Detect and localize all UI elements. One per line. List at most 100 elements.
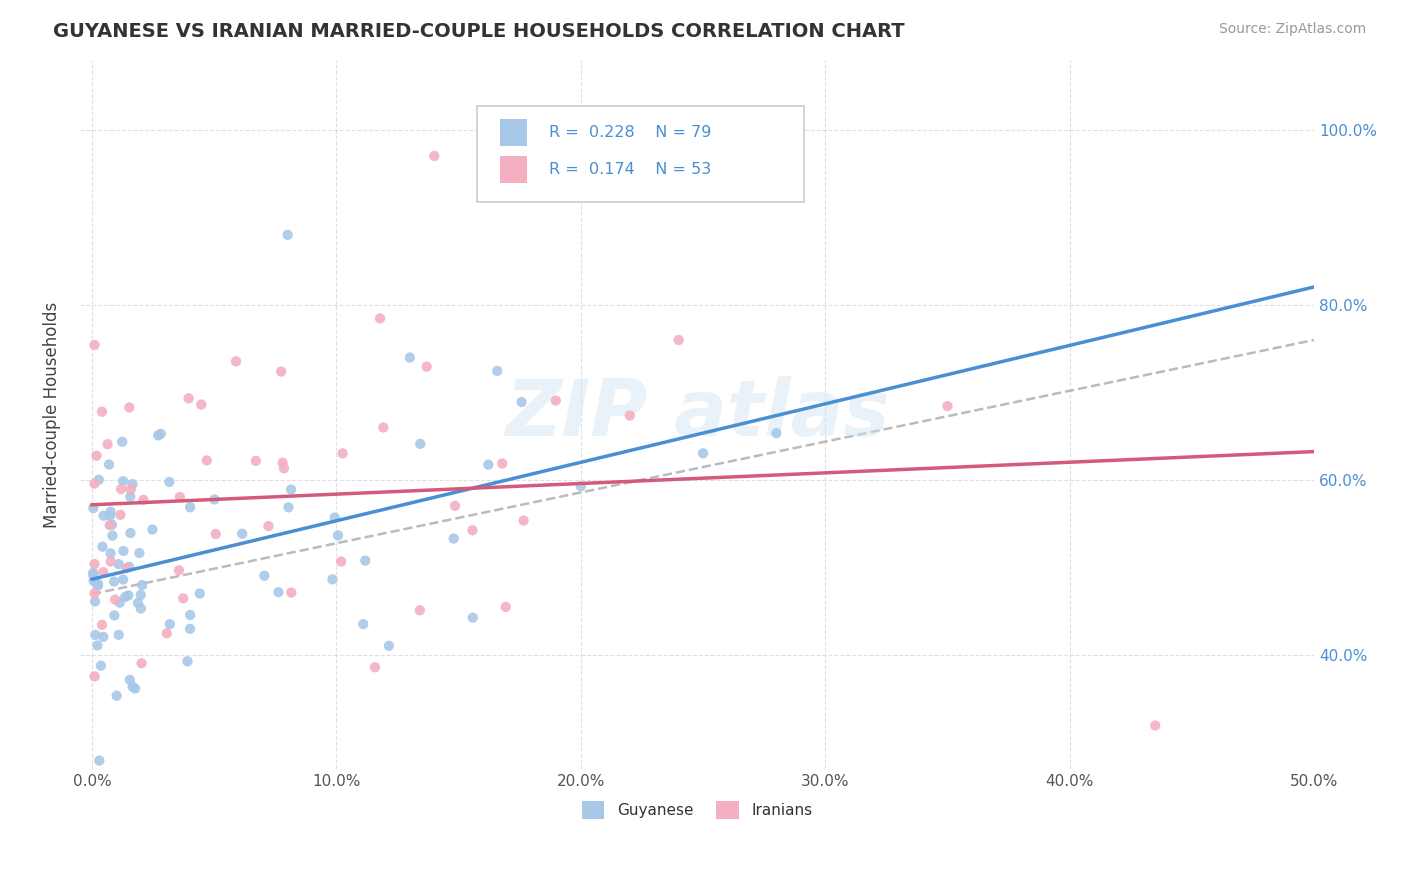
Point (491, 457, 513, 471)
Point (280, 585, 302, 599)
Point (326, 528, 349, 542)
Point (280, 483, 302, 497)
Point (84, 628, 107, 642)
Point (179, 607, 201, 622)
Point (83, 338, 105, 352)
Point (120, 526, 142, 541)
Point (91, 630, 114, 644)
Point (91, 565, 114, 579)
Point (100, 554, 122, 568)
Point (121, 477, 143, 491)
Point (118, 673, 141, 687)
Point (128, 546, 150, 560)
Point (619, 409, 641, 423)
Point (156, 626, 179, 640)
Point (86, 449, 108, 463)
Point (91, 618, 114, 632)
Point (323, 510, 346, 524)
Point (100, 546, 122, 560)
Point (148, 428, 170, 442)
Point (257, 519, 280, 533)
Point (103, 608, 125, 623)
Point (495, 599, 517, 614)
Point (368, 311, 391, 326)
Point (91, 405, 114, 419)
Point (195, 453, 218, 467)
Point (108, 596, 131, 610)
Text: R =  0.174    N = 53: R = 0.174 N = 53 (548, 162, 711, 178)
Point (100, 505, 122, 519)
Point (409, 603, 432, 617)
Point (83, 669, 105, 683)
Point (127, 596, 149, 610)
Point (461, 610, 484, 624)
Point (267, 585, 290, 599)
Text: R =  0.228    N = 79: R = 0.228 N = 79 (548, 125, 711, 140)
Point (110, 508, 132, 522)
Point (124, 681, 146, 696)
Point (443, 532, 465, 546)
Point (179, 622, 201, 636)
FancyBboxPatch shape (477, 106, 804, 202)
Point (107, 628, 129, 642)
Point (270, 365, 292, 379)
Point (115, 561, 138, 575)
Point (569, 479, 592, 493)
Point (112, 573, 135, 587)
Point (86, 639, 108, 653)
Point (169, 490, 191, 504)
Point (332, 446, 354, 460)
Point (179, 500, 201, 515)
FancyBboxPatch shape (499, 120, 527, 146)
Point (177, 392, 200, 406)
Point (204, 527, 226, 541)
Point (253, 568, 276, 582)
Point (117, 589, 139, 603)
Point (176, 654, 198, 668)
Point (132, 492, 155, 507)
Point (107, 557, 129, 571)
Point (89, 754, 111, 768)
Point (111, 434, 134, 449)
Point (84, 594, 107, 608)
Point (149, 426, 172, 441)
FancyBboxPatch shape (499, 156, 527, 183)
Point (544, 393, 567, 408)
Point (141, 523, 163, 537)
Point (378, 639, 401, 653)
Point (91, 540, 114, 554)
Point (83, 574, 105, 588)
Point (188, 586, 211, 600)
Point (110, 482, 132, 496)
Point (131, 657, 153, 671)
Point (167, 563, 190, 577)
Point (118, 401, 141, 415)
Point (96, 437, 118, 451)
Point (157, 475, 180, 489)
Point (225, 354, 247, 368)
Point (82, 566, 104, 580)
Point (159, 617, 181, 632)
Point (936, 399, 959, 413)
Point (98, 458, 121, 472)
Point (692, 446, 714, 460)
Point (273, 461, 295, 475)
Point (510, 395, 533, 409)
Point (277, 500, 299, 515)
Point (104, 592, 127, 607)
Point (1144, 718, 1167, 732)
Point (112, 474, 135, 488)
Point (131, 578, 153, 592)
Point (98, 508, 121, 523)
Point (112, 544, 135, 558)
Text: ZIP atlas: ZIP atlas (505, 376, 889, 452)
Point (87, 578, 110, 592)
Point (444, 499, 467, 513)
Point (321, 572, 343, 586)
Point (87, 577, 110, 591)
Point (409, 437, 432, 451)
Point (114, 590, 136, 604)
Point (87, 473, 110, 487)
Point (354, 554, 377, 568)
Y-axis label: Married-couple Households: Married-couple Households (44, 301, 60, 527)
